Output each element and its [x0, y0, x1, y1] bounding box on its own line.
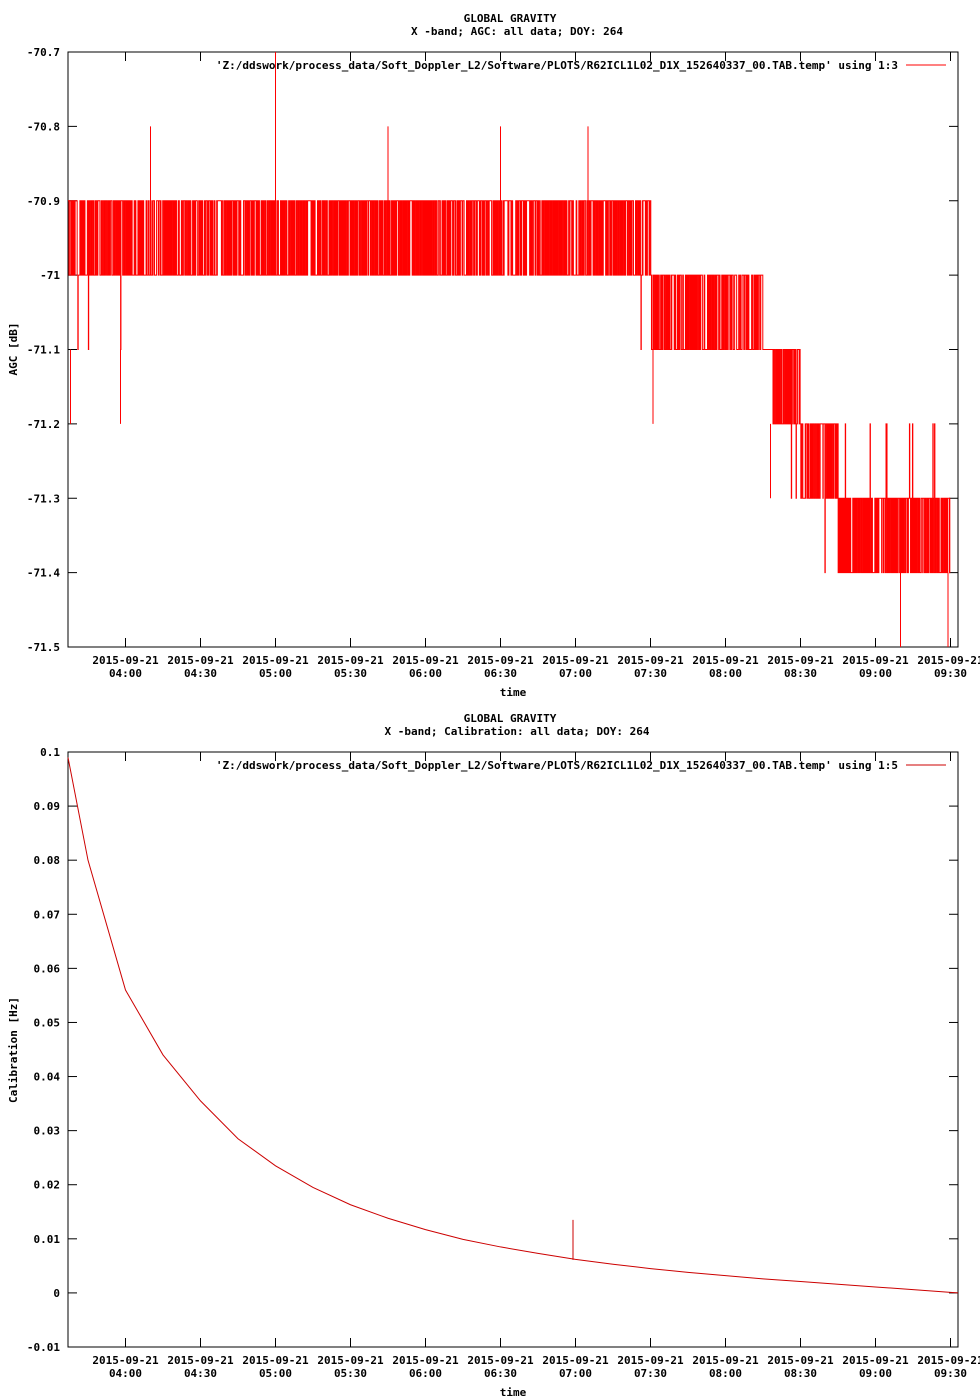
calibration-ytick-label: 0.09 [34, 800, 61, 813]
agc-plot-area: -71.5 -71.4 -71.3 -71.2 -71.1 -71 -70.9 -70.8 -7… [27, 46, 980, 680]
agc-x-axis-label: time [500, 686, 527, 699]
calibration-plot-area: -0.01 0 0.01 0.02 0.03 0.04 0.05 0.06 0.07 0.08 0.… [27, 746, 980, 1380]
agc-xtick-date-label: 2015-09-21 [317, 654, 384, 667]
agc-ytick-label: -70.7 [27, 46, 60, 59]
agc-xtick-date-label: 2015-09-21 [692, 654, 759, 667]
calibration-ytick-label: 0.1 [40, 746, 60, 759]
agc-xtick-time-label: 08:00 [709, 667, 742, 680]
calibration-xtick-time-label: 05:00 [259, 1367, 292, 1380]
calibration-xtick-time-label: 06:30 [484, 1367, 517, 1380]
agc-xtick-date-label: 2015-09-21 [542, 654, 609, 667]
agc-ytick-label: -71.3 [27, 492, 60, 505]
agc-legend-label: 'Z:/ddswork/process_data/Soft_Doppler_L2… [216, 59, 898, 72]
calibration-xtick-date-label: 2015-09-21 [542, 1354, 609, 1367]
calibration-chart-subtitle: X -band; Calibration: all data; DOY: 264 [385, 725, 650, 738]
agc-xtick-time-label: 04:30 [184, 667, 217, 680]
calibration-xtick-time-label: 07:30 [634, 1367, 667, 1380]
agc-ytick-label: -71.4 [27, 567, 60, 580]
calibration-panel: GLOBAL GRAVITY X -band; Calibration: all… [7, 712, 980, 1399]
calibration-xtick-date-label: 2015-09-21 [767, 1354, 834, 1367]
agc-xtick-date-label: 2015-09-21 [842, 654, 909, 667]
calibration-ytick-label: 0.02 [34, 1179, 61, 1192]
calibration-xtick-time-label: 04:30 [184, 1367, 217, 1380]
agc-panel: GLOBAL GRAVITY X -band; AGC: all data; D… [7, 12, 980, 699]
calibration-ytick-label: 0.04 [34, 1071, 61, 1084]
agc-xtick-date-label: 2015-09-21 [167, 654, 234, 667]
agc-xtick-date-label: 2015-09-21 [242, 654, 309, 667]
calibration-series-line [67, 757, 959, 1294]
calibration-ytick-label: 0.08 [34, 854, 61, 867]
calibration-xtick-date-label: 2015-09-21 [92, 1354, 159, 1367]
agc-xtick-time-label: 07:30 [634, 667, 667, 680]
agc-xtick-time-label: 06:00 [409, 667, 442, 680]
agc-series-line [68, 200, 951, 574]
agc-ytick-label: -70.9 [27, 195, 60, 208]
agc-ytick-label: -71.1 [27, 344, 60, 357]
calibration-xtick-time-label: 06:00 [409, 1367, 442, 1380]
agc-ytick-label: -71.5 [27, 641, 60, 654]
agc-xtick-time-label: 06:30 [484, 667, 517, 680]
calibration-xtick-date-label: 2015-09-21 [842, 1354, 909, 1367]
calibration-legend-label: 'Z:/ddswork/process_data/Soft_Doppler_L2… [216, 759, 898, 772]
agc-xtick-date-label: 2015-09-21 [467, 654, 534, 667]
agc-xtick-time-label: 09:00 [859, 667, 892, 680]
calibration-x-axis-label: time [500, 1386, 527, 1399]
calibration-xtick-time-label: 08:00 [709, 1367, 742, 1380]
calibration-ytick-label: 0.05 [34, 1016, 61, 1029]
calibration-xtick-date-label: 2015-09-21 [467, 1354, 534, 1367]
calibration-xtick-date-label: 2015-09-21 [317, 1354, 384, 1367]
calibration-xtick-date-label: 2015-09-21 [392, 1354, 459, 1367]
agc-ytick-label: -71.2 [27, 418, 60, 431]
calibration-xtick-time-label: 09:30 [934, 1367, 967, 1380]
agc-xtick-time-label: 07:00 [559, 667, 592, 680]
agc-ytick-label: -70.8 [27, 120, 60, 133]
agc-xtick-time-label: 05:30 [334, 667, 367, 680]
agc-xtick-date-label: 2015-09-21 [617, 654, 684, 667]
calibration-xtick-time-label: 04:00 [109, 1367, 142, 1380]
agc-xtick-date-label: 2015-09-21 [392, 654, 459, 667]
calibration-ytick-label: 0.03 [34, 1125, 61, 1138]
calibration-ytick-label: 0.06 [34, 962, 61, 975]
calibration-xtick-date-label: 2015-09-21 [917, 1354, 980, 1367]
calibration-ytick-label: -0.01 [27, 1341, 60, 1354]
agc-chart-subtitle: X -band; AGC: all data; DOY: 264 [411, 25, 623, 38]
calibration-ytick-label: 0.01 [34, 1233, 61, 1246]
agc-xtick-time-label: 04:00 [109, 667, 142, 680]
calibration-xtick-date-label: 2015-09-21 [167, 1354, 234, 1367]
agc-xtick-time-label: 05:00 [259, 667, 292, 680]
agc-xtick-time-label: 08:30 [784, 667, 817, 680]
calibration-xtick-date-label: 2015-09-21 [692, 1354, 759, 1367]
agc-xtick-date-label: 2015-09-21 [767, 654, 834, 667]
calibration-xtick-time-label: 05:30 [334, 1367, 367, 1380]
calibration-ytick-label: 0 [53, 1287, 60, 1300]
agc-y-axis-label: AGC [dB] [7, 323, 20, 376]
calibration-xtick-time-label: 08:30 [784, 1367, 817, 1380]
calibration-xtick-date-label: 2015-09-21 [242, 1354, 309, 1367]
agc-ytick-label: -71 [40, 269, 60, 282]
calibration-y-axis-label: Calibration [Hz] [7, 997, 20, 1103]
calibration-chart-title: GLOBAL GRAVITY [464, 712, 557, 725]
agc-chart-title: GLOBAL GRAVITY [464, 12, 557, 25]
calibration-xtick-time-label: 09:00 [859, 1367, 892, 1380]
calibration-plot-frame [67, 751, 959, 1348]
agc-xtick-date-label: 2015-09-21 [92, 654, 159, 667]
calibration-ytick-label: 0.07 [34, 908, 61, 921]
agc-xtick-time-label: 09:30 [934, 667, 967, 680]
calibration-xtick-date-label: 2015-09-21 [617, 1354, 684, 1367]
agc-xtick-date-label: 2015-09-21 [917, 654, 980, 667]
calibration-xtick-time-label: 07:00 [559, 1367, 592, 1380]
